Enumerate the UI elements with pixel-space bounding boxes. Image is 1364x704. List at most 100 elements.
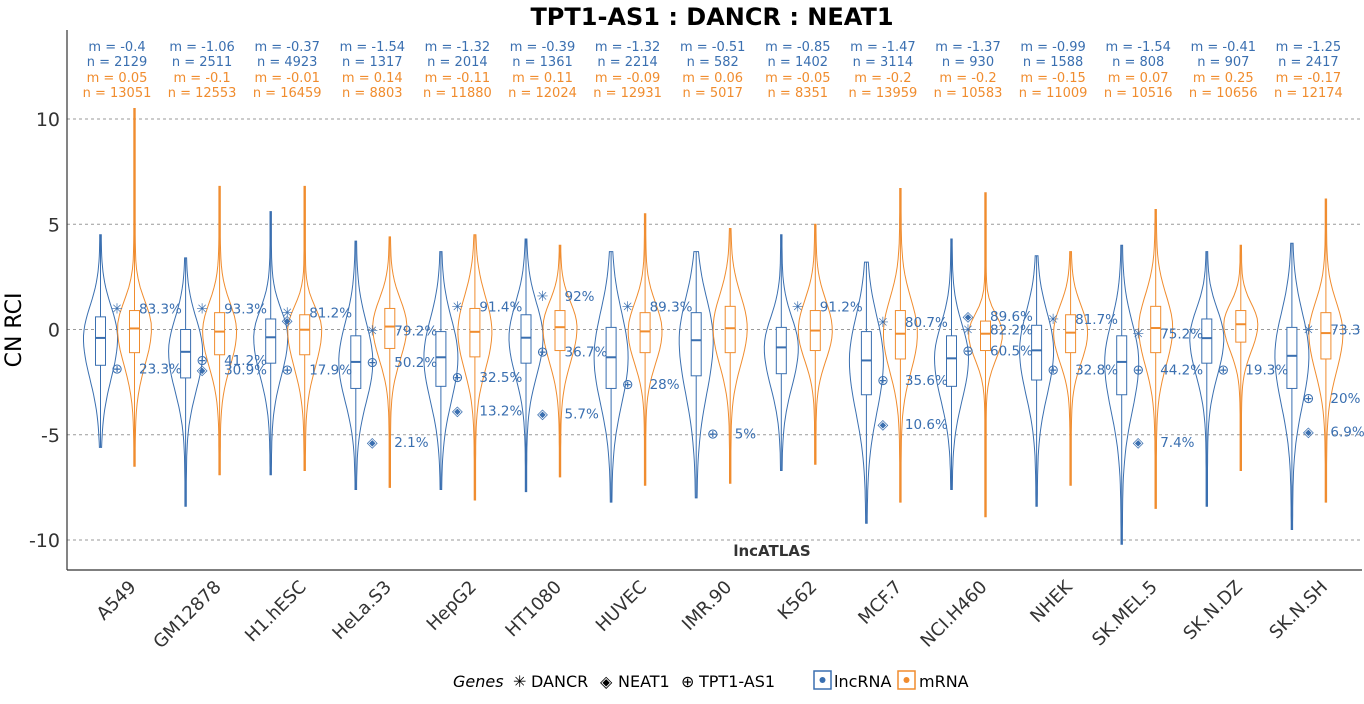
gene-marker-TPT1-AS1: ⊕ xyxy=(1047,362,1059,378)
violin-lncRNA xyxy=(253,211,289,476)
gene-marker-DANCR: ✳ xyxy=(1132,327,1144,343)
stat-label: n = 13959 xyxy=(849,86,918,101)
percent-label: 89.6% xyxy=(990,309,1033,325)
percent-label: 5.7% xyxy=(565,407,599,423)
gene-marker-TPT1-AS1: ⊕ xyxy=(366,355,378,371)
box-mRNA xyxy=(724,305,736,354)
watermark: lncATLAS xyxy=(733,542,810,560)
x-tick-label: HeLa.S3 xyxy=(328,577,395,644)
x-tick-labels: A549 GM12878 H1.hESC HeLa.S3 HepG2 HT1080 HUVE… xyxy=(93,576,1332,653)
percent-label: 32.5% xyxy=(479,370,522,386)
box-mRNA xyxy=(894,310,906,360)
percent-label: 35.6% xyxy=(905,373,948,389)
stat-label: n = 10516 xyxy=(1104,86,1173,101)
legend-tpt1as1-label: TPT1-AS1 xyxy=(698,672,775,691)
x-tick-label: A549 xyxy=(93,577,141,625)
x-tick-label: SK.N.DZ xyxy=(1179,577,1246,644)
x-tick-label: HT1080 xyxy=(501,577,566,642)
stat-label: n = 582 xyxy=(687,55,739,70)
legend-neat1-symbol: ◈ xyxy=(600,672,613,691)
violin-lncRNA xyxy=(1189,251,1225,507)
violin-mRNA xyxy=(542,244,578,478)
stat-label: n = 8803 xyxy=(342,86,402,101)
stat-label: m = -0.41 xyxy=(1191,40,1256,55)
legend-dancr-symbol: ✳ xyxy=(513,672,526,691)
stat-label: m = -0.15 xyxy=(1020,71,1085,86)
stat-label: n = 12553 xyxy=(168,86,237,101)
percent-label: 50.2% xyxy=(394,355,437,371)
gene-marker-DANCR: ✳ xyxy=(622,299,634,315)
percent-label: 75.2% xyxy=(1160,327,1203,343)
box-lncRNA xyxy=(946,335,957,387)
legend: Genes ✳ DANCR ◈ NEAT1 ⊕ TPT1-AS1 lncRNA … xyxy=(453,670,969,691)
gene-marker-TPT1-AS1: ⊕ xyxy=(196,353,208,369)
gene-marker-NEAT1: ◈ xyxy=(1303,425,1314,441)
gene-marker-DANCR: ✳ xyxy=(366,324,378,340)
stat-label: n = 2417 xyxy=(1278,55,1338,70)
percent-label: 79.2% xyxy=(394,324,437,340)
x-tick-label: NCI.H460 xyxy=(917,577,992,652)
gene-marker-DANCR: ✳ xyxy=(1303,323,1315,339)
violin-lncRNA xyxy=(423,251,459,490)
percent-label: 13.2% xyxy=(479,404,522,420)
percent-label: 23.3% xyxy=(139,361,182,377)
violin-mRNA xyxy=(627,213,663,486)
gene-marker-DANCR: ✳ xyxy=(196,301,208,317)
legend-tpt1as1-symbol: ⊕ xyxy=(681,672,694,691)
stat-label: m = 0.14 xyxy=(342,71,403,86)
y-axis-label: CN RCI xyxy=(2,293,27,368)
legend-lncrna-label: lncRNA xyxy=(834,672,891,691)
violin-mRNA xyxy=(287,185,323,471)
stat-label: m = -1.32 xyxy=(425,40,490,55)
x-tick-label: MCF.7 xyxy=(854,577,906,629)
stat-label: n = 11880 xyxy=(423,86,492,101)
legend-mrna-swatch xyxy=(897,670,916,690)
violin-mRNA xyxy=(117,108,152,467)
stat-label: m = -0.2 xyxy=(854,71,911,86)
percent-label: 28% xyxy=(650,377,680,393)
violins xyxy=(83,108,1344,545)
stat-label: m = -0.17 xyxy=(1276,71,1341,86)
gene-marker-DANCR: ✳ xyxy=(877,315,889,331)
percent-label: 83.3% xyxy=(139,301,182,317)
stat-label: n = 930 xyxy=(942,55,994,70)
percent-label: 2.1% xyxy=(394,435,428,451)
gene-markers: ✳ 83.3% ✳ 93.3% ✳ 81.2% ✳ 79.2% ✳ 91.4% ✳ 92% ✳ 89.3%… xyxy=(111,289,1364,451)
percent-label: 82.2% xyxy=(990,323,1033,339)
stat-label: n = 1402 xyxy=(768,55,828,70)
gene-marker-TPT1-AS1: ⊕ xyxy=(111,361,123,377)
x-tick-label: H1.hESC xyxy=(241,577,311,647)
percent-label: 81.2% xyxy=(309,306,352,322)
legend-neat1-label: NEAT1 xyxy=(618,672,670,691)
percent-label: 92% xyxy=(565,289,595,305)
percent-label: 89.3% xyxy=(650,299,693,315)
gene-marker-TPT1-AS1: ⊕ xyxy=(537,345,549,361)
gene-marker-TPT1-AS1: ⊕ xyxy=(877,373,889,389)
stat-label: m = 0.06 xyxy=(682,71,743,86)
violin-mRNA xyxy=(797,223,833,465)
stat-label: n = 12174 xyxy=(1274,86,1343,101)
percent-label: 5% xyxy=(735,427,757,443)
x-tick-label: NHEK xyxy=(1026,576,1077,627)
violin-lncRNA xyxy=(338,240,374,490)
stat-label: n = 12931 xyxy=(593,86,662,101)
x-tick-label: GM12878 xyxy=(149,577,225,653)
y-tick-label: 5 xyxy=(48,214,60,236)
stat-label: m = -1.06 xyxy=(169,40,234,55)
percent-label: 7.4% xyxy=(1160,435,1194,451)
stat-label: m = -0.4 xyxy=(88,40,145,55)
percent-label: 10.6% xyxy=(905,417,948,433)
violin-mRNA xyxy=(372,236,408,488)
gene-marker-TPT1-AS1: ⊕ xyxy=(1132,362,1144,378)
box-mRNA xyxy=(214,312,226,356)
box-lncRNA xyxy=(95,316,106,366)
percent-label: 36.7% xyxy=(565,345,608,361)
box-mRNA xyxy=(1320,312,1332,360)
stat-label: n = 808 xyxy=(1112,55,1164,70)
legend-lncrna-swatch xyxy=(813,670,832,690)
box-mRNA xyxy=(299,314,311,356)
x-tick-label: IMR.90 xyxy=(678,577,736,635)
gene-marker-TPT1-AS1: ⊕ xyxy=(1303,391,1315,407)
